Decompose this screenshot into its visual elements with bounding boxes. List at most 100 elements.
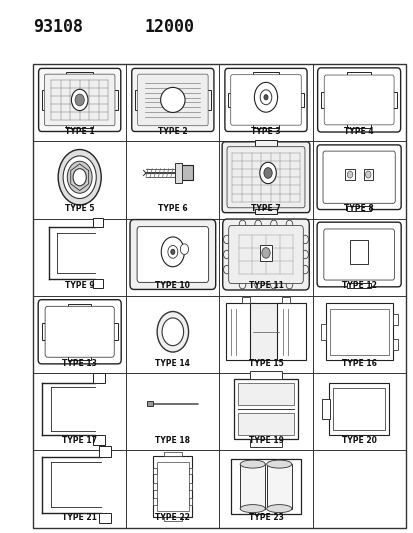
Text: TYPE 12: TYPE 12	[341, 281, 376, 290]
Bar	[347, 206, 370, 211]
Circle shape	[75, 94, 84, 106]
Bar	[189, 468, 192, 474]
Bar	[347, 283, 370, 288]
Bar	[164, 516, 181, 521]
Text: TYPE 23: TYPE 23	[248, 513, 283, 522]
Bar	[68, 304, 91, 309]
Bar	[392, 314, 397, 325]
Text: TYPE 10: TYPE 10	[155, 281, 190, 290]
Bar	[392, 92, 396, 108]
FancyBboxPatch shape	[226, 147, 304, 208]
Bar	[349, 240, 368, 264]
Bar	[320, 92, 324, 108]
FancyBboxPatch shape	[38, 300, 121, 364]
Bar	[329, 309, 388, 355]
Bar	[266, 464, 291, 508]
FancyBboxPatch shape	[228, 225, 303, 284]
Circle shape	[223, 250, 230, 259]
Bar	[234, 379, 297, 439]
Bar	[249, 371, 281, 379]
Circle shape	[63, 156, 96, 199]
Bar	[226, 303, 255, 360]
Bar	[93, 218, 103, 227]
Bar	[252, 72, 279, 77]
Bar	[41, 324, 46, 340]
Bar	[206, 90, 211, 110]
FancyBboxPatch shape	[316, 222, 400, 287]
Text: TYPE 6: TYPE 6	[158, 204, 187, 213]
Circle shape	[161, 318, 183, 345]
FancyBboxPatch shape	[323, 229, 394, 280]
Bar	[321, 400, 330, 419]
Text: TYPE 11: TYPE 11	[248, 281, 283, 290]
Bar	[189, 498, 192, 505]
Circle shape	[261, 247, 270, 258]
Bar	[66, 72, 93, 77]
Bar	[153, 498, 156, 505]
Circle shape	[170, 249, 174, 255]
Circle shape	[301, 235, 308, 244]
Bar	[281, 297, 289, 303]
Circle shape	[254, 82, 277, 112]
Text: TYPE 14: TYPE 14	[155, 359, 190, 368]
Bar	[254, 209, 277, 214]
Text: TYPE 15: TYPE 15	[248, 359, 282, 368]
Bar	[153, 483, 156, 489]
Bar	[329, 383, 388, 435]
Circle shape	[270, 220, 276, 229]
Bar	[153, 468, 156, 474]
Bar	[153, 456, 192, 516]
Circle shape	[71, 89, 88, 111]
Bar	[156, 462, 189, 511]
Circle shape	[254, 280, 261, 289]
FancyBboxPatch shape	[224, 68, 306, 132]
Text: TYPE 17: TYPE 17	[62, 436, 97, 445]
FancyBboxPatch shape	[45, 306, 114, 357]
Text: TYPE 19: TYPE 19	[248, 436, 283, 445]
Bar	[363, 168, 372, 180]
Bar	[276, 303, 305, 360]
Bar	[230, 458, 300, 514]
Bar	[227, 93, 231, 107]
Text: TYPE 5: TYPE 5	[65, 204, 94, 213]
Circle shape	[270, 280, 276, 289]
Circle shape	[285, 280, 292, 289]
Text: TYPE 3: TYPE 3	[251, 127, 280, 136]
FancyBboxPatch shape	[323, 75, 393, 125]
Bar	[346, 123, 370, 128]
Ellipse shape	[266, 505, 291, 513]
Bar	[147, 401, 152, 406]
Text: TYPE 1: TYPE 1	[65, 127, 94, 136]
Text: TYPE 20: TYPE 20	[341, 436, 376, 445]
FancyBboxPatch shape	[44, 74, 115, 126]
Ellipse shape	[160, 87, 185, 112]
Bar	[240, 464, 265, 508]
Text: TYPE 13: TYPE 13	[62, 359, 97, 368]
Text: TYPE 9: TYPE 9	[65, 281, 94, 290]
Bar	[238, 413, 293, 435]
Bar	[174, 163, 181, 182]
Circle shape	[239, 220, 245, 229]
Bar	[346, 72, 370, 77]
Text: TYPE 2: TYPE 2	[158, 127, 187, 136]
Circle shape	[73, 168, 86, 186]
Bar	[321, 324, 325, 340]
Circle shape	[301, 250, 308, 259]
Bar	[392, 339, 397, 350]
Text: TYPE 7: TYPE 7	[251, 204, 280, 213]
FancyBboxPatch shape	[137, 74, 208, 126]
Bar	[33, 64, 405, 528]
Bar	[98, 446, 111, 457]
Ellipse shape	[266, 460, 291, 468]
Bar	[249, 439, 281, 447]
FancyBboxPatch shape	[317, 68, 400, 132]
Bar	[344, 168, 354, 180]
Text: 93108: 93108	[33, 18, 83, 36]
Bar	[299, 93, 304, 107]
Circle shape	[263, 168, 272, 178]
Bar	[180, 165, 192, 180]
Circle shape	[254, 220, 261, 229]
Circle shape	[263, 94, 268, 100]
Bar	[254, 140, 277, 146]
FancyBboxPatch shape	[130, 220, 215, 289]
